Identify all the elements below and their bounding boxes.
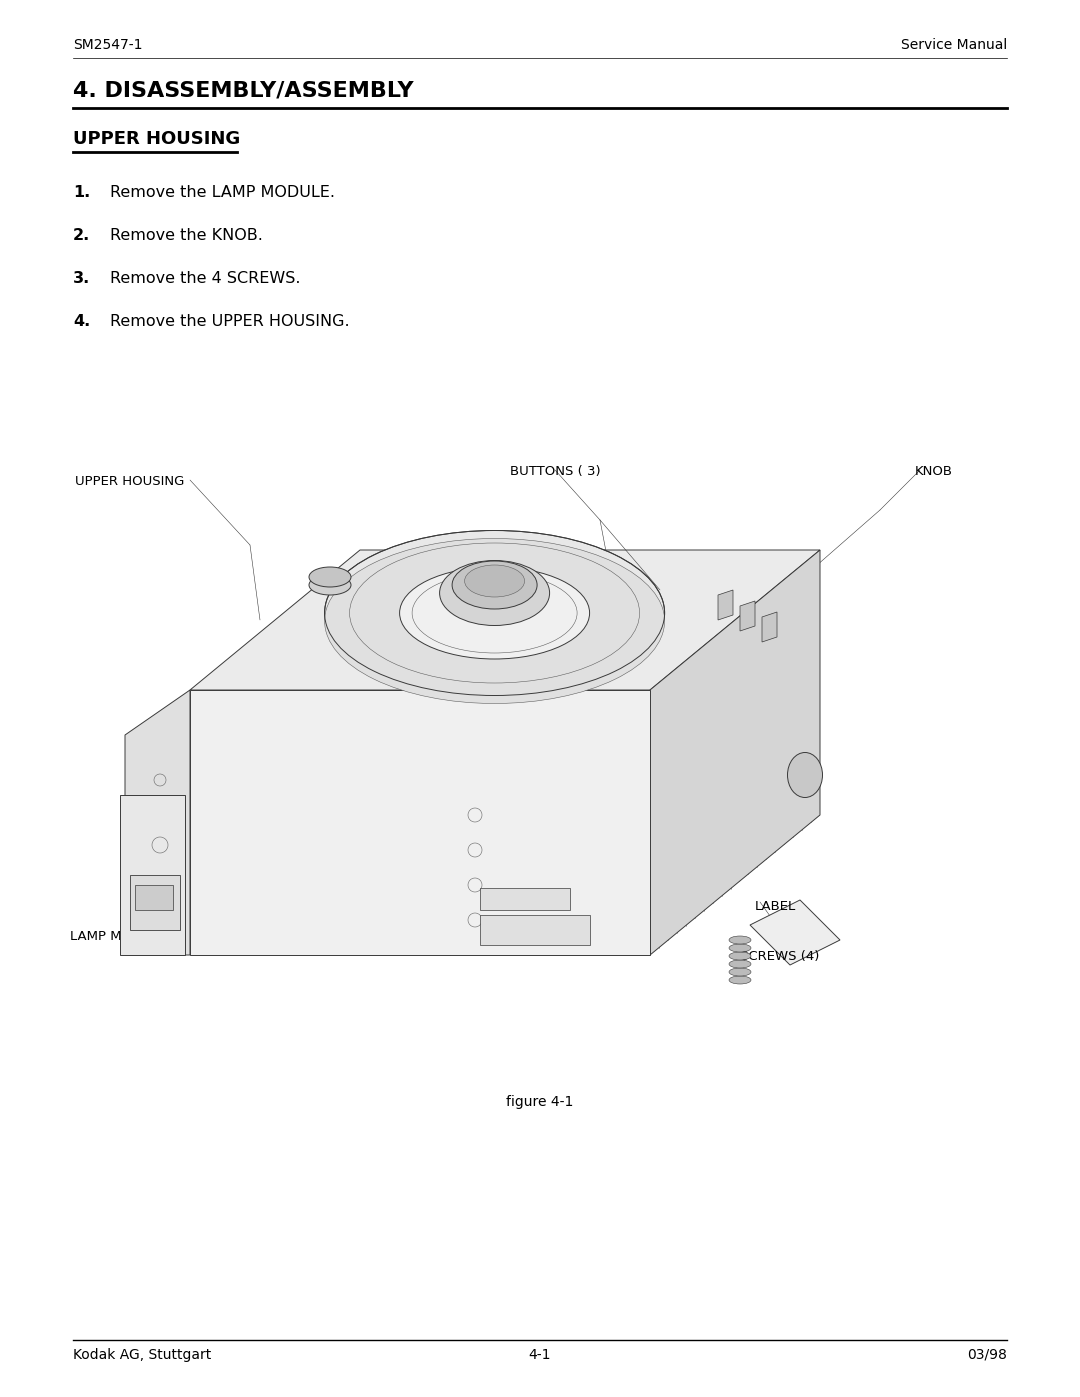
Polygon shape	[190, 690, 650, 956]
FancyBboxPatch shape	[480, 915, 590, 944]
FancyBboxPatch shape	[480, 888, 570, 909]
Text: Service Manual: Service Manual	[901, 38, 1007, 52]
Text: figure 4-1: figure 4-1	[507, 1095, 573, 1109]
Ellipse shape	[729, 977, 751, 983]
Ellipse shape	[729, 936, 751, 944]
Polygon shape	[190, 550, 820, 690]
Polygon shape	[650, 550, 820, 956]
Text: 2.: 2.	[73, 228, 91, 243]
Text: LAMP MODULE: LAMP MODULE	[70, 930, 167, 943]
Polygon shape	[125, 690, 190, 956]
Text: 4.: 4.	[73, 314, 91, 330]
Polygon shape	[762, 612, 777, 643]
Text: Remove the LAMP MODULE.: Remove the LAMP MODULE.	[110, 184, 335, 200]
Text: 1.: 1.	[73, 184, 91, 200]
Ellipse shape	[729, 944, 751, 951]
Ellipse shape	[440, 560, 550, 626]
Text: SM2547-1: SM2547-1	[73, 38, 143, 52]
Polygon shape	[750, 900, 840, 965]
Text: 4-1: 4-1	[529, 1348, 551, 1362]
Ellipse shape	[729, 951, 751, 960]
Ellipse shape	[309, 576, 351, 595]
Polygon shape	[718, 590, 733, 620]
Text: BUTTONS ( 3): BUTTONS ( 3)	[510, 465, 600, 478]
Text: KNOB: KNOB	[915, 465, 953, 478]
Polygon shape	[740, 601, 755, 631]
Ellipse shape	[453, 562, 537, 609]
Ellipse shape	[309, 567, 351, 587]
Text: 4. DISASSEMBLY/ASSEMBLY: 4. DISASSEMBLY/ASSEMBLY	[73, 80, 414, 101]
Text: 3.: 3.	[73, 271, 91, 286]
Text: Kodak AG, Stuttgart: Kodak AG, Stuttgart	[73, 1348, 212, 1362]
Ellipse shape	[400, 567, 590, 659]
Text: 03/98: 03/98	[967, 1348, 1007, 1362]
Ellipse shape	[325, 531, 664, 696]
Ellipse shape	[729, 960, 751, 968]
Text: UPPER HOUSING: UPPER HOUSING	[73, 130, 240, 148]
Text: Remove the KNOB.: Remove the KNOB.	[110, 228, 262, 243]
Polygon shape	[120, 795, 185, 956]
Bar	[135, 886, 173, 909]
Ellipse shape	[729, 968, 751, 977]
Ellipse shape	[325, 538, 664, 704]
Ellipse shape	[787, 753, 823, 798]
Text: LABEL: LABEL	[755, 900, 796, 914]
Text: UPPER HOUSING: UPPER HOUSING	[75, 475, 185, 488]
Ellipse shape	[464, 564, 525, 597]
Text: Remove the UPPER HOUSING.: Remove the UPPER HOUSING.	[110, 314, 350, 330]
Text: SCREWS (4): SCREWS (4)	[740, 950, 820, 963]
Bar	[130, 875, 180, 930]
Text: Remove the 4 SCREWS.: Remove the 4 SCREWS.	[110, 271, 300, 286]
